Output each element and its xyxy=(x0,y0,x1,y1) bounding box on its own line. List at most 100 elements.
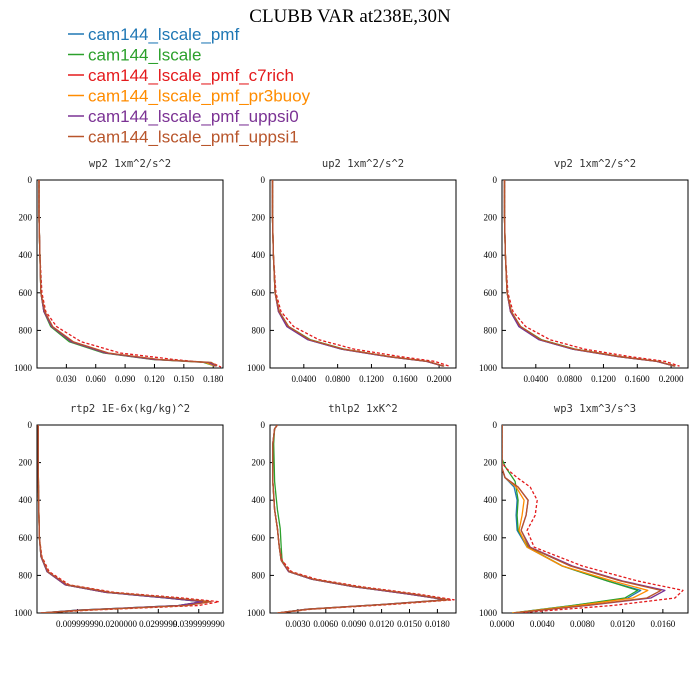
x-tick-label: 0.0400 xyxy=(523,374,548,384)
y-tick-label: 400 xyxy=(484,495,498,505)
y-tick-label: 0 xyxy=(28,420,33,430)
figure-title: CLUBB VAR at238E,30N xyxy=(249,6,451,27)
x-tick-label: 0.0000 xyxy=(490,619,515,629)
y-tick-label: 400 xyxy=(252,250,266,260)
y-tick-label: 400 xyxy=(19,250,33,260)
x-tick-label: 0.150 xyxy=(174,374,195,384)
series-line-5 xyxy=(272,425,448,613)
y-tick-label: 1000 xyxy=(247,608,266,618)
y-tick-label: 600 xyxy=(19,533,33,543)
plot-frame xyxy=(269,179,457,369)
series-line-3 xyxy=(503,180,680,367)
series-line-4 xyxy=(271,180,444,367)
plot-frame xyxy=(269,424,457,614)
y-tick-label: 1000 xyxy=(479,608,498,618)
y-tick-label: 0 xyxy=(261,420,266,430)
y-tick-label: 600 xyxy=(252,288,266,298)
x-tick-label: 0.0200000 xyxy=(99,619,138,629)
panel-title: wp2 1xm^2/s^2 xyxy=(89,158,171,170)
y-tick-label: 200 xyxy=(484,213,498,223)
y-tick-label: 600 xyxy=(484,288,498,298)
x-tick-label: 0.0160 xyxy=(650,619,675,629)
y-tick-label: 1000 xyxy=(14,363,33,373)
plot-frame xyxy=(501,424,689,614)
plot-frame xyxy=(36,179,224,369)
legend-label: cam144_lscale_pmf_pr3buoy xyxy=(88,87,311,106)
y-tick-label: 200 xyxy=(484,458,498,468)
legend-entry: cam144_lscale_pmf_c7rich xyxy=(68,66,294,85)
y-tick-label: 200 xyxy=(19,213,33,223)
series-line-6 xyxy=(271,180,445,367)
legend-label: cam144_lscale_pmf_uppsi0 xyxy=(88,107,299,126)
series-line-4 xyxy=(272,425,448,613)
x-tick-label: 0.0180 xyxy=(425,619,450,629)
y-tick-label: 600 xyxy=(19,288,33,298)
y-tick-label: 0 xyxy=(261,175,266,185)
y-tick-label: 400 xyxy=(252,495,266,505)
x-tick-label: 0.0060 xyxy=(313,619,338,629)
y-tick-label: 800 xyxy=(19,325,33,335)
y-tick-label: 800 xyxy=(252,325,266,335)
series-line-2 xyxy=(273,425,448,613)
panel-title: thlp2 1xK^2 xyxy=(328,403,398,415)
series-line-5 xyxy=(502,425,666,613)
panel-title: rtp2 1E-6x(kg/kg)^2 xyxy=(70,403,190,415)
panel-3: vp2 1xm^2/s^2 0 200 400 600 800 1000 0.0400 0.08… xyxy=(479,158,689,384)
series-line-2 xyxy=(271,180,444,367)
panel-title: vp2 1xm^2/s^2 xyxy=(554,158,636,170)
legend-label: cam144_lscale_pmf xyxy=(88,25,239,44)
series-line-4 xyxy=(502,425,649,613)
series-line-1 xyxy=(503,180,675,367)
series-line-1 xyxy=(272,425,448,613)
legend-entry: cam144_lscale_pmf_pr3buoy xyxy=(68,87,311,106)
series-line-2 xyxy=(38,180,216,367)
series-line-3 xyxy=(502,425,684,613)
legend-label: cam144_lscale xyxy=(88,46,201,65)
panel-title: up2 1xm^2/s^2 xyxy=(322,158,404,170)
x-tick-label: 0.00999999 xyxy=(56,619,99,629)
x-tick-label: 0.120 xyxy=(144,374,165,384)
panel-5: thlp2 1xK^2 0 200 400 600 800 1000 0.0030 0.0060… xyxy=(247,403,457,629)
series-line-2 xyxy=(37,425,204,613)
series-line-2 xyxy=(503,180,675,367)
legend-label: cam144_lscale_pmf_c7rich xyxy=(88,66,294,85)
panel-title: wp3 1xm^3/s^3 xyxy=(554,403,636,415)
x-tick-label: 0.0120 xyxy=(369,619,394,629)
panels: wp2 1xm^2/s^2 0 200 400 600 800 1000 0.030 0.060… xyxy=(14,158,689,629)
series-line-6 xyxy=(272,425,450,613)
x-tick-label: 0.0800 xyxy=(325,374,350,384)
panel-1: wp2 1xm^2/s^2 0 200 400 600 800 1000 0.030 0.060… xyxy=(14,158,224,384)
series-line-6 xyxy=(503,180,676,367)
x-tick-label: 0.1600 xyxy=(625,374,650,384)
y-tick-label: 600 xyxy=(252,533,266,543)
y-tick-label: 800 xyxy=(484,570,498,580)
legend-label: cam144_lscale_pmf_uppsi1 xyxy=(88,128,299,147)
x-tick-label: 0.0080 xyxy=(570,619,595,629)
x-tick-label: 0.1200 xyxy=(359,374,384,384)
legend: cam144_lscale_pmfcam144_lscalecam144_lsc… xyxy=(68,25,311,147)
x-tick-label: 0.090 xyxy=(115,374,136,384)
series-line-5 xyxy=(503,180,675,367)
series-line-1 xyxy=(271,180,444,367)
y-tick-label: 200 xyxy=(252,213,266,223)
y-tick-label: 600 xyxy=(484,533,498,543)
x-tick-label: 0.0030 xyxy=(286,619,311,629)
plot-frame xyxy=(501,179,689,369)
legend-entry: cam144_lscale_pmf_uppsi1 xyxy=(68,128,299,147)
y-tick-label: 400 xyxy=(484,250,498,260)
y-tick-label: 800 xyxy=(484,325,498,335)
panel-2: up2 1xm^2/s^2 0 200 400 600 800 1000 0.0400 0.08… xyxy=(247,158,457,384)
x-tick-label: 0.0150 xyxy=(397,619,422,629)
y-tick-label: 0 xyxy=(493,175,498,185)
y-tick-label: 200 xyxy=(252,458,266,468)
x-tick-label: 0.1200 xyxy=(591,374,616,384)
y-tick-label: 800 xyxy=(19,570,33,580)
series-line-3 xyxy=(271,180,450,367)
x-tick-label: 0.180 xyxy=(203,374,224,384)
y-tick-label: 1000 xyxy=(479,363,498,373)
x-tick-label: 0.0800 xyxy=(557,374,582,384)
series-line-4 xyxy=(503,180,675,367)
series-line-2 xyxy=(502,425,639,613)
